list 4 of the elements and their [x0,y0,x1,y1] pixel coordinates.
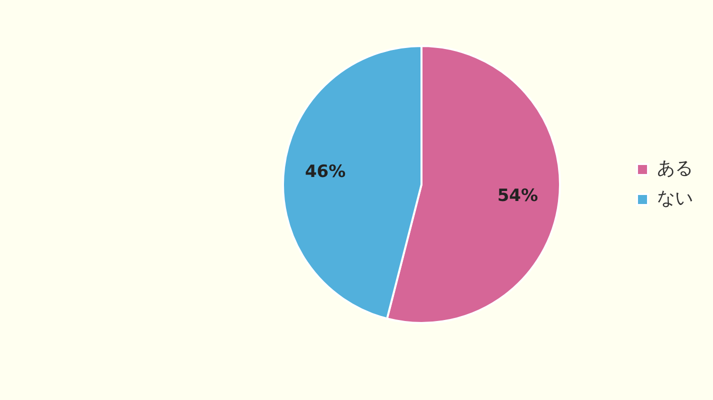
data-label: 54% [497,186,538,206]
data-label: 46% [304,162,346,182]
legend-label: ある [657,158,693,180]
legend-label: ない [657,188,693,210]
